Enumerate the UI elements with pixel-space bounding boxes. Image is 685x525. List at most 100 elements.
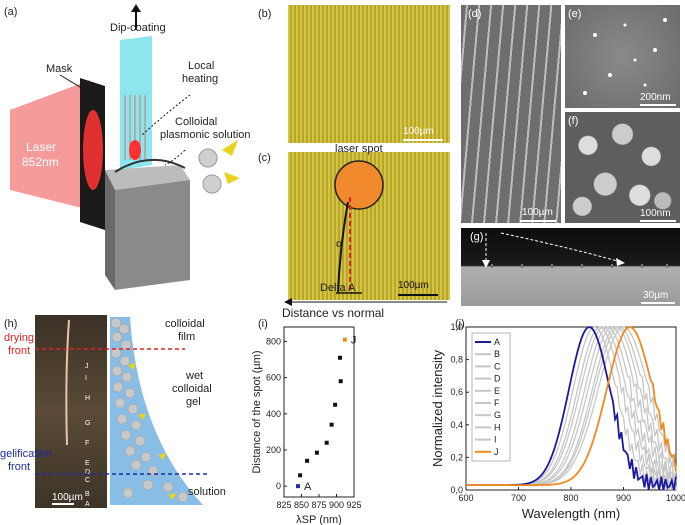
marker-E: E <box>85 460 90 467</box>
y-tick-label: 0 <box>276 481 281 491</box>
heating-pointer <box>141 94 191 136</box>
x-tick-label: 1000 <box>666 493 685 503</box>
x-axis-title: Wavelength (nm) <box>522 506 621 521</box>
nanoparticle-icon <box>202 174 222 194</box>
panel-c-scalebar <box>398 294 438 296</box>
x-tick-label: 925 <box>346 500 361 510</box>
laser-label-2: 852nm <box>22 155 59 169</box>
panel-d-scale: 100µm <box>522 207 553 218</box>
marker-D: D <box>85 469 91 476</box>
drying-label-2: front <box>8 345 31 357</box>
marker-F: F <box>85 440 90 447</box>
x-tick-label: 600 <box>458 493 473 503</box>
panel-d-scalebar <box>520 220 556 222</box>
dip-coating-label: Dip-coating <box>110 22 166 34</box>
data-point <box>329 422 334 427</box>
panel-b-scalebar <box>403 139 443 141</box>
solution-label: solution <box>188 486 226 498</box>
block-top <box>105 165 190 190</box>
film-label-1: colloidal <box>165 318 205 330</box>
point-label: A <box>304 481 312 493</box>
laser-spot-label: laser spot <box>335 143 383 155</box>
gel-label-2: colloidal <box>172 383 212 395</box>
legend-label: B <box>494 349 500 359</box>
mask-aperture <box>83 110 103 190</box>
marker-J: J <box>85 363 89 370</box>
legend-label: J <box>494 447 499 457</box>
panel-h-scalebar <box>52 503 74 505</box>
y-axis-title: Distance of the spot (µm) <box>251 350 263 473</box>
series-line-J <box>466 326 677 486</box>
mask-label: Mask <box>46 63 73 75</box>
drying-front-line <box>35 348 185 350</box>
mask-pointer <box>59 74 86 91</box>
block-front <box>115 180 190 290</box>
data-point <box>314 450 319 455</box>
point-label: J <box>351 335 357 347</box>
panel-e-label: (e) <box>568 8 582 20</box>
alpha-label: α <box>336 238 343 250</box>
panel-h-scale: 100µm <box>52 492 83 503</box>
y-tick-label: 0,6 <box>450 387 463 397</box>
gelification-front-line <box>35 473 210 475</box>
marker-G: G <box>85 420 91 427</box>
x-tick-label: 825 <box>276 500 291 510</box>
y-tick-label: 0,2 <box>450 452 463 462</box>
laser-label-1: Laser <box>26 140 57 154</box>
panel-i-label: (i) <box>258 318 268 330</box>
y-tick-label: 800 <box>266 336 281 346</box>
gel-label-3: gel <box>186 396 201 408</box>
spark-icon <box>224 172 240 184</box>
legend-label: E <box>494 386 500 396</box>
gel-particles <box>110 317 189 503</box>
panel-f-micrograph <box>565 112 680 223</box>
legend-label: C <box>494 361 501 371</box>
panel-e-scale: 200nm <box>640 92 671 103</box>
gelif-label-1: gelification <box>0 448 52 460</box>
panel-g-overlay <box>482 232 668 268</box>
panel-e-scalebar <box>640 104 676 106</box>
data-point <box>333 402 338 407</box>
film-label-2: film <box>178 331 196 343</box>
plot-frame <box>283 326 355 498</box>
panel-b-scale: 100µm <box>403 126 434 137</box>
panel-g-scale: 30µm <box>643 290 669 301</box>
marker-I: I <box>85 375 87 382</box>
panel-g-label: (g) <box>470 231 484 243</box>
heat-spot <box>129 140 141 160</box>
gelif-label-2: front <box>8 461 31 473</box>
x-axis-title: λSP (nm) <box>296 514 342 525</box>
panel-b-label: (b) <box>258 8 272 20</box>
data-point <box>298 473 303 478</box>
marker-C: C <box>85 477 91 484</box>
distance-arrow <box>284 298 447 306</box>
y-tick-label: 0,8 <box>450 355 463 365</box>
data-point <box>305 458 310 463</box>
marker-B: B <box>85 491 90 498</box>
y-tick-label: 400 <box>266 409 281 419</box>
local-heating-label-1: Local <box>188 60 215 72</box>
legend-label: H <box>494 422 501 432</box>
local-heating-label-2: heating <box>182 73 219 85</box>
panel-f-label: (f) <box>568 115 579 127</box>
panel-e-micrograph <box>565 5 680 108</box>
marker-H: H <box>85 395 91 402</box>
panel-j-label: (j) <box>455 318 465 330</box>
gel-label-1: wet <box>186 370 204 382</box>
nanoparticle-icon <box>198 148 218 168</box>
curved-line <box>337 201 349 293</box>
data-point <box>296 484 300 489</box>
panel-c-scale: 100µm <box>398 280 429 291</box>
panel-g-scalebar <box>641 302 675 304</box>
panel-b-micrograph <box>288 5 450 143</box>
spark-icon <box>222 140 238 156</box>
panel-h-label: (h) <box>4 318 18 330</box>
panel-h-micrograph <box>35 315 107 508</box>
panel-c-overlay <box>334 160 384 294</box>
panel-h-streak <box>65 319 70 446</box>
panel-f-scale: 100nm <box>640 208 671 219</box>
colloidal-label-1: Colloidal <box>175 116 218 128</box>
x-tick-label: 850 <box>294 500 309 510</box>
laser-beam <box>10 80 90 210</box>
